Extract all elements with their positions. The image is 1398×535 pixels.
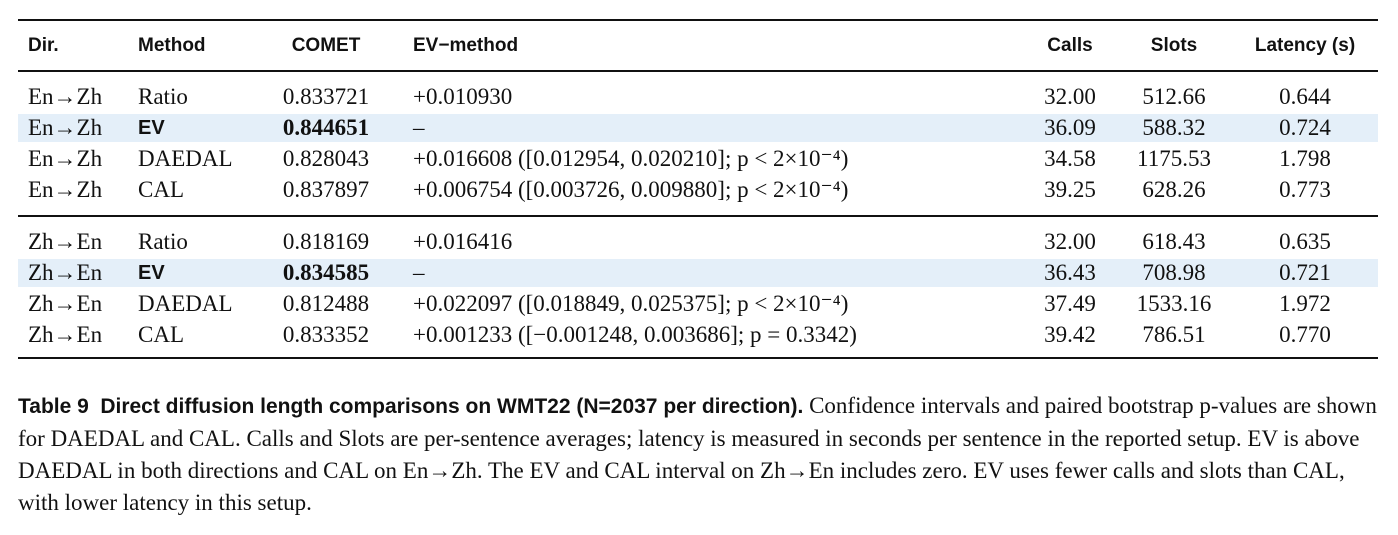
table-cell: – (413, 115, 425, 140)
table-cell: Zh→En (28, 291, 103, 316)
table-cell: Zh→En (28, 322, 103, 347)
table-cell: DAEDAL (138, 146, 233, 171)
header-rule (18, 70, 1378, 72)
row-highlight (18, 259, 1378, 287)
table-cell: En→Zh (28, 115, 103, 140)
table-cell: 37.49 (1044, 291, 1096, 316)
table-cell: 0.818169 (282, 229, 370, 254)
header-cell: Method (138, 35, 206, 56)
bottom-rule (18, 357, 1378, 359)
table-cell: 39.25 (1044, 177, 1096, 202)
table-cell: 0.833352 (282, 322, 370, 347)
table-cell: Ratio (138, 229, 188, 254)
header-cell: Slots (1150, 35, 1198, 56)
group-rule (18, 215, 1378, 217)
table-cell: 0.721 (1279, 260, 1331, 285)
table-cell: 36.43 (1044, 260, 1096, 285)
table-cell: 39.42 (1044, 322, 1096, 347)
table-cell: DAEDAL (138, 291, 233, 316)
table-cell: +0.016416 (413, 229, 513, 254)
header-cell: EV−method (413, 35, 519, 56)
table-cell: En→Zh (28, 177, 103, 202)
table-cell: 0.770 (1279, 322, 1331, 347)
table-cell: 708.98 (1142, 260, 1206, 285)
caption: Table 9 Direct diffusion length comparis… (18, 390, 1380, 519)
table-cell: 512.66 (1142, 84, 1206, 109)
table-cell: +0.006754 ([0.003726, 0.009880]; p < 2×1… (413, 177, 849, 202)
table-cell: 786.51 (1142, 322, 1206, 347)
table-cell: 0.844651 (282, 115, 370, 140)
table-cell: 0.837897 (282, 177, 370, 202)
table-cell: 32.00 (1044, 84, 1096, 109)
caption-label: Table 9 (18, 395, 89, 418)
top-rule (18, 19, 1378, 21)
table-cell: +0.016608 ([0.012954, 0.020210]; p < 2×1… (413, 146, 849, 171)
table-cell: 628.26 (1142, 177, 1206, 202)
table-cell: CAL (138, 177, 184, 202)
table-cell: 34.58 (1044, 146, 1096, 171)
table-cell: 618.43 (1142, 229, 1206, 254)
table-cell: 0.828043 (282, 146, 370, 171)
table-cell: 588.32 (1142, 115, 1206, 140)
table-cell: En→Zh (28, 146, 103, 171)
table-cell: +0.001233 ([−0.001248, 0.003686]; p = 0.… (413, 322, 857, 347)
row-highlight (18, 114, 1378, 142)
header-cell: Latency (s) (1254, 35, 1356, 56)
table-cell: 0.812488 (282, 291, 370, 316)
table-cell: – (413, 260, 425, 285)
table-cell: 0.724 (1279, 115, 1331, 140)
caption-text: Confidence intervals and paired bootstra… (18, 393, 1377, 515)
header-cell: COMET (291, 35, 361, 56)
table-cell: 1533.16 (1136, 291, 1212, 316)
header-cell: Dir. (28, 35, 59, 56)
caption-title: Direct diffusion length comparisons on W… (100, 395, 804, 418)
table-cell: 0.635 (1279, 229, 1331, 254)
table-cell: 0.833721 (282, 84, 370, 109)
table-cell: 1.972 (1279, 291, 1331, 316)
table-cell: CAL (138, 322, 184, 347)
table-cell: 0.834585 (282, 260, 370, 285)
table-cell: Ratio (138, 84, 188, 109)
table-cell: Zh→En (28, 229, 103, 254)
table-cell: +0.022097 ([0.018849, 0.025375]; p < 2×1… (413, 291, 849, 316)
table-cell: 0.773 (1279, 177, 1331, 202)
table-cell: 32.00 (1044, 229, 1096, 254)
table-cell: EV (138, 262, 165, 284)
table-cell: Zh→En (28, 260, 103, 285)
table-cell: 1.798 (1279, 146, 1331, 171)
table-cell: EV (138, 117, 165, 139)
table-cell: En→Zh (28, 84, 103, 109)
table-cell: +0.010930 (413, 84, 513, 109)
table-cell: 0.644 (1279, 84, 1331, 109)
table-cell: 1175.53 (1137, 146, 1211, 171)
header-cell: Calls (1047, 35, 1093, 56)
table-cell: 36.09 (1044, 115, 1096, 140)
